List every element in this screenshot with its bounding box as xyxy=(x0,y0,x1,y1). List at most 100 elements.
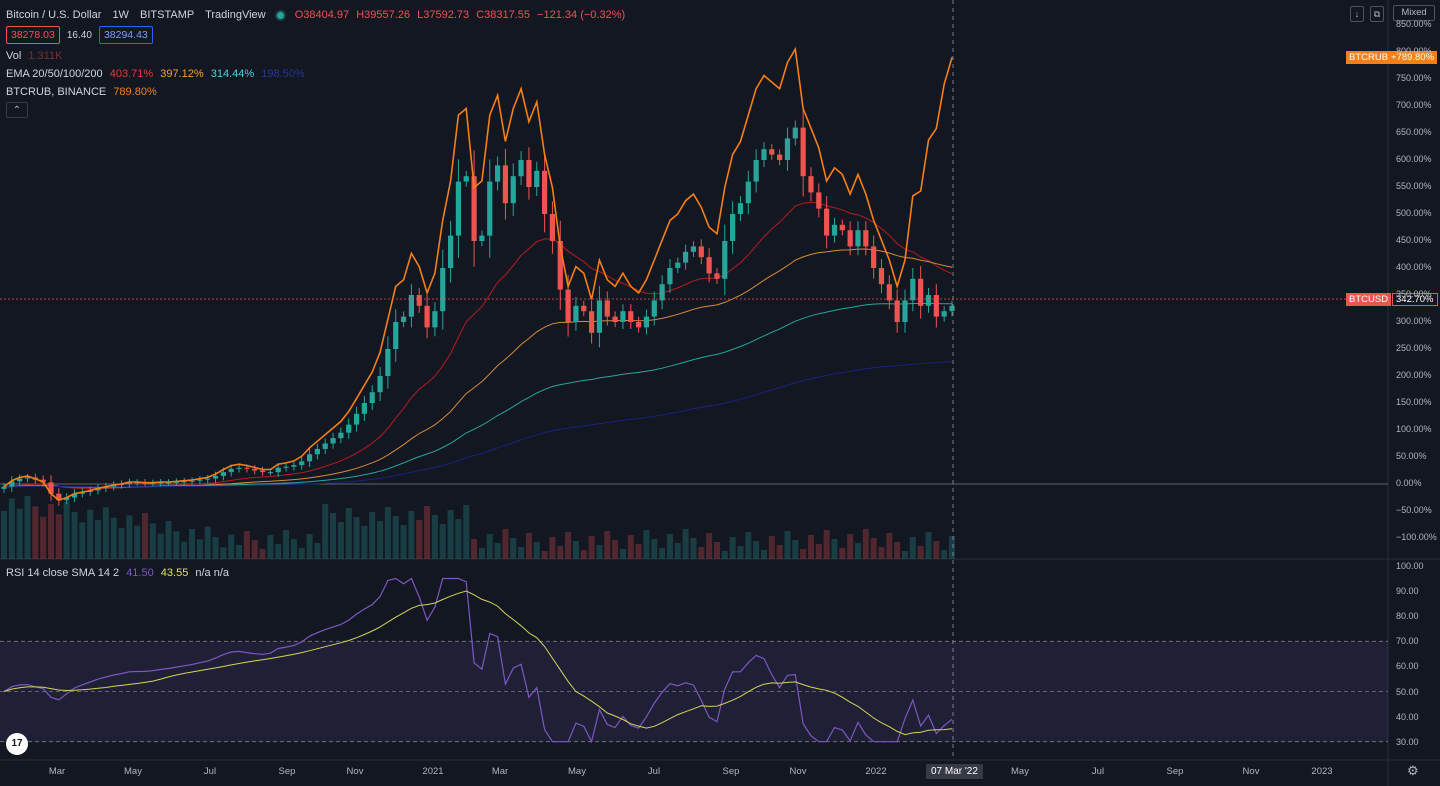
volume-bar xyxy=(471,539,478,559)
candle-body xyxy=(400,316,407,322)
candle-body xyxy=(949,305,955,312)
candle-body xyxy=(71,493,78,498)
rsi-legend[interactable]: RSI 14 close SMA 14 2 41.50 43.55 n/a n/… xyxy=(6,566,229,580)
ask-price[interactable]: 38294.43 xyxy=(98,26,153,44)
volume-bar xyxy=(776,545,783,559)
compare-legend[interactable]: BTCRUB, BINANCE 789.80% xyxy=(6,85,157,99)
candle-body xyxy=(24,477,31,479)
candle-body xyxy=(346,424,352,433)
compare-value: 789.80% xyxy=(113,86,157,98)
candle-body xyxy=(933,295,939,317)
volume-bar xyxy=(118,528,125,559)
volume-bar xyxy=(706,533,713,559)
candle-body xyxy=(416,295,422,306)
volume-bar xyxy=(157,533,164,559)
ema200-value: 198.50% xyxy=(261,68,305,80)
volume-bar xyxy=(1,511,7,559)
candle-body xyxy=(855,230,861,247)
volume-bar xyxy=(416,520,423,559)
volume-bar xyxy=(549,537,556,559)
price-axis-label: 200.00% xyxy=(1396,370,1432,380)
rsi-label: RSI 14 close SMA 14 2 xyxy=(6,567,120,579)
candle-body xyxy=(777,154,783,160)
volume-bar xyxy=(682,529,689,559)
scale-mode-button[interactable]: Mixed xyxy=(1393,5,1435,21)
btcrub-tag-value: +789.80% xyxy=(1388,51,1438,64)
volume-bar xyxy=(612,540,619,559)
volume-bar xyxy=(917,546,924,559)
candle-body xyxy=(918,278,924,306)
rsi-value: 41.50 xyxy=(126,567,154,579)
candle-body xyxy=(878,268,885,285)
time-axis-label: Jul xyxy=(203,766,217,777)
candle-body xyxy=(698,246,704,258)
candle-body xyxy=(299,461,305,466)
volume-bar xyxy=(862,529,869,559)
vol-label: Vol xyxy=(6,50,22,62)
volume-bar xyxy=(165,521,172,559)
volume-bar xyxy=(55,514,62,559)
candle-body xyxy=(134,482,140,484)
candle-body xyxy=(17,478,23,482)
candle-body xyxy=(479,235,485,241)
volume-bar xyxy=(643,530,650,559)
tradingview-logo-icon[interactable]: 17 xyxy=(6,733,28,755)
volume-bar xyxy=(134,525,141,559)
rsi-axis-label: 30.00 xyxy=(1396,736,1419,747)
candle-body xyxy=(487,181,493,236)
candle-body xyxy=(604,300,610,317)
volume-bar xyxy=(236,545,243,559)
volume-bar xyxy=(330,513,337,559)
volume-bar xyxy=(510,538,517,559)
interval: 1W xyxy=(112,9,129,21)
volume-bar xyxy=(870,538,877,559)
time-axis-label: May xyxy=(1011,766,1029,777)
volume-bar xyxy=(533,542,540,559)
scroll-down-icon[interactable]: ↓ xyxy=(1350,6,1364,22)
rsi-lines xyxy=(3,577,953,744)
volume-bar xyxy=(392,516,399,559)
ema20-line xyxy=(3,201,953,490)
candle-body xyxy=(831,224,838,236)
candle-body xyxy=(353,413,360,425)
volume-legend[interactable]: Vol 1.311K xyxy=(6,49,62,63)
volume-bar xyxy=(565,532,572,559)
settings-gear-icon[interactable]: ⚙ xyxy=(1407,763,1419,778)
candle-body xyxy=(526,160,532,187)
candle-body xyxy=(886,284,892,301)
candle-body xyxy=(714,273,720,279)
volume-bar xyxy=(48,504,55,559)
ema-legend[interactable]: EMA 20/50/100/200 403.71% 397.12% 314.44… xyxy=(6,67,305,81)
time-axis-label: Mar xyxy=(48,766,66,777)
rsi-axis-label: 60.00 xyxy=(1396,661,1419,672)
volume-bar xyxy=(243,531,250,559)
volume-bar xyxy=(196,539,203,559)
volume-bar xyxy=(369,512,376,559)
candle-body xyxy=(393,322,399,349)
volume-bar xyxy=(431,515,438,559)
volume-bar xyxy=(800,549,807,559)
volume-bar xyxy=(87,509,94,559)
maximize-icon[interactable]: ⧉ xyxy=(1370,6,1384,22)
volume-bar xyxy=(494,543,501,559)
candle-body xyxy=(824,208,830,236)
candle-body xyxy=(612,316,618,322)
price-axis-label: −100.00% xyxy=(1396,532,1437,542)
candle-body xyxy=(737,203,744,214)
candle-body xyxy=(322,443,328,449)
symbol-legend[interactable]: Bitcoin / U.S. Dollar 1W BITSTAMP Tradin… xyxy=(6,8,625,22)
rsi-axis-label: 70.00 xyxy=(1396,636,1419,647)
pair-name: Bitcoin / U.S. Dollar xyxy=(6,9,102,21)
volume-bar xyxy=(228,534,235,559)
rsi-sma-value: 43.55 xyxy=(160,567,189,579)
volume-bar xyxy=(760,550,767,559)
price-axis-label: 850.00% xyxy=(1396,19,1432,29)
volume-bar xyxy=(204,526,211,559)
bid-price[interactable]: 38278.03 xyxy=(6,26,60,44)
collapse-legend-button[interactable]: ⌃ xyxy=(6,102,28,118)
candle-body xyxy=(659,284,665,301)
ema20-value: 403.71% xyxy=(109,68,154,80)
candle-body xyxy=(706,257,712,274)
price-axis-label: 700.00% xyxy=(1396,100,1432,110)
